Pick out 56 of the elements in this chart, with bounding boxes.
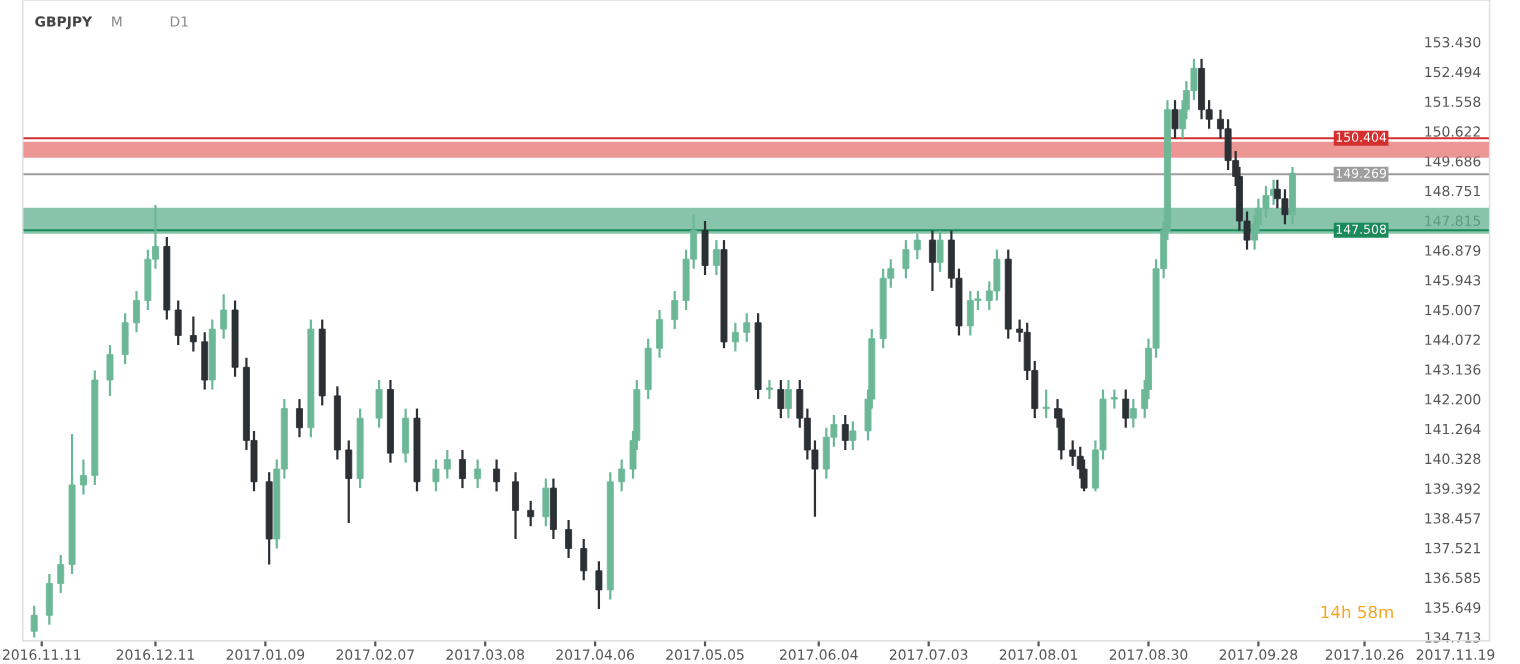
candlestick [375,378,383,429]
annotation: 14h 58m [1321,605,1393,619]
candlestick [644,337,652,401]
candlestick [993,248,1001,302]
candlestick [1110,388,1118,410]
candlestick [712,238,720,277]
candlestick [57,553,65,595]
candlestick [1057,407,1065,461]
candlestick [618,458,626,493]
candlestick [512,471,519,541]
candlestick [1281,188,1289,226]
candlestick [45,572,53,626]
candlestick [1171,99,1179,140]
candlestick [79,458,87,496]
candlestick [432,458,440,493]
candlestick [549,477,557,541]
candlestick [402,407,410,464]
candlestick [849,420,857,452]
candlestick [189,315,197,353]
candlestick [731,321,739,353]
candlestick [913,232,921,261]
candlestick [928,229,936,293]
candlestick [743,312,751,343]
candlestick [296,397,303,439]
candlestick [966,289,974,337]
candlestick [345,439,353,525]
candlestick [443,448,451,480]
candlestick [784,378,792,420]
candlestick [580,537,588,582]
candlestick [701,219,709,277]
candlestick [936,229,944,273]
candlestick [1122,388,1130,429]
candlestick [459,448,466,490]
candlestick [121,312,129,366]
candlestick [493,458,501,493]
candlestick [1198,57,1205,121]
candlestick [133,289,140,334]
candlestick [201,331,209,391]
candlestick [106,343,114,398]
candlestick [595,560,603,611]
candlestick [841,413,849,452]
candlestick [174,299,182,347]
candlestick [565,518,573,560]
candlestick [1289,165,1296,226]
candlestick [542,477,550,528]
candlestick [902,238,910,280]
candlestick [656,308,663,359]
candlestick [527,499,535,528]
candlestick [220,293,228,340]
candlestick [30,604,38,639]
candlestick [671,289,679,331]
candlestick [1042,388,1050,420]
candlestick [766,378,773,401]
candlestick [777,378,785,420]
candlestick [1129,397,1137,429]
candlestick [474,458,482,490]
